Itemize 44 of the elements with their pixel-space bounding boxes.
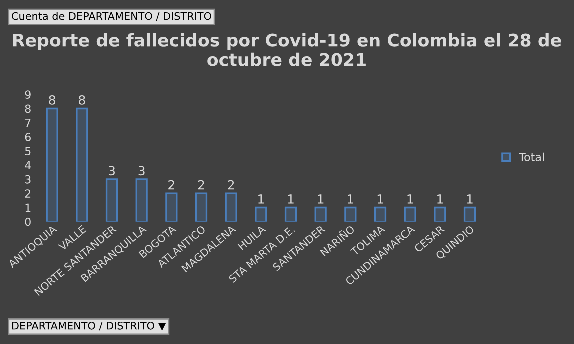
bar: [344, 206, 357, 222]
bar: [46, 108, 58, 222]
bar: [136, 178, 148, 222]
bar: [464, 206, 476, 222]
data-label: 3: [138, 166, 145, 176]
legend-label: Total: [519, 152, 544, 162]
y-tick-label: 0: [25, 218, 31, 226]
data-label: 1: [408, 194, 414, 204]
x-axis-title: DEPARTAMENTO / DISTRITO ▼: [12, 322, 166, 331]
bar: [434, 206, 446, 222]
data-label: 1: [467, 194, 473, 204]
bar: [106, 178, 118, 222]
data-label: 3: [108, 166, 115, 176]
y-tick-label: 2: [25, 190, 31, 198]
bar: [255, 206, 268, 222]
y-tick-label: 4: [25, 161, 32, 170]
bar: [284, 206, 298, 222]
data-label: 2: [198, 180, 204, 190]
data-label: 2: [228, 180, 234, 190]
bar: [404, 206, 416, 222]
chart-title: Reporte de fallecidos por Covid-19 en Colombia el 28 de octubre de 2021: [13, 33, 562, 66]
bar: [374, 206, 387, 222]
y-tick-label: 7: [26, 119, 31, 128]
y-tick-label: 3: [25, 175, 31, 184]
bar: [225, 192, 238, 222]
data-label: 1: [258, 194, 264, 204]
bar: [314, 206, 327, 222]
bar: [195, 192, 208, 222]
data-label: 8: [79, 95, 86, 105]
bar: [166, 192, 178, 222]
data-label: 1: [348, 194, 354, 204]
data-label: 1: [318, 194, 324, 204]
data-label: 2: [168, 180, 174, 190]
y-tick-label: 9: [25, 90, 31, 99]
data-label: 1: [288, 194, 294, 204]
y-tick-label: 6: [25, 133, 31, 142]
y-tick-label: 1: [26, 204, 31, 212]
text: Cuenta de DEPARTAMENTO / DISTRITO: [12, 12, 212, 22]
data-label: 8: [49, 95, 56, 105]
bar: [76, 108, 88, 222]
data-label: 1: [378, 194, 384, 204]
data-label: 1: [438, 194, 443, 204]
y-tick-label: 5: [25, 147, 31, 156]
y-tick-label: 8: [25, 104, 31, 114]
